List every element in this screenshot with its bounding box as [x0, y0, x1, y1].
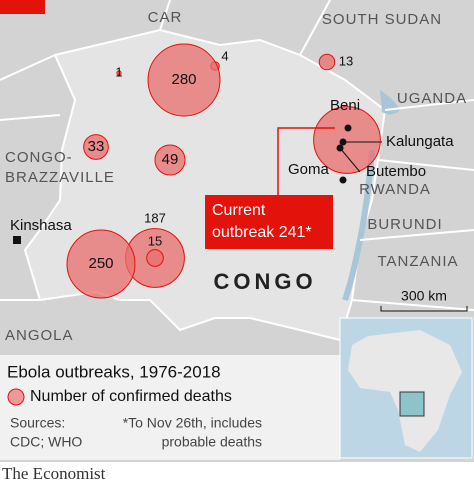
- bubble-label: 187: [144, 210, 166, 225]
- country-label: BRAZZAVILLE: [5, 169, 115, 186]
- brand-bar: [0, 0, 45, 14]
- sources: CDC; WHO: [10, 434, 82, 450]
- note: *To Nov 26th, includes: [123, 415, 262, 431]
- callout-box: [205, 195, 333, 249]
- bubble: [146, 249, 164, 267]
- place-label: Kinshasa: [10, 217, 72, 234]
- capital-marker: [13, 236, 21, 244]
- callout-text: Current: [212, 202, 266, 219]
- bubble: [154, 144, 186, 176]
- country-label: ANGOLA: [5, 327, 74, 344]
- bubble-label: 4: [221, 48, 228, 63]
- inset-africa: [348, 330, 462, 452]
- country-label: BURUNDI: [367, 216, 442, 233]
- bubbles: 1 4 280 13 33 49 187 15 250: [66, 43, 381, 299]
- bubble: [116, 70, 122, 76]
- scale-bar: [380, 306, 468, 312]
- country-label: UGANDA: [397, 90, 467, 107]
- country-label: CONGO: [213, 269, 316, 294]
- country-label: TANZANIA: [377, 253, 458, 270]
- callout-text: outbreak 241*: [212, 224, 312, 241]
- place-dot: [344, 124, 352, 132]
- bubble-label: 33: [88, 138, 105, 155]
- bubble-label: 49: [162, 151, 179, 168]
- place-dot: [339, 176, 347, 184]
- sources: Sources:: [10, 415, 65, 431]
- footer: The Economist: [2, 464, 106, 483]
- country-label: CONGO-: [5, 149, 73, 166]
- place-label: Butembo: [366, 163, 426, 180]
- legend-panel: [0, 355, 340, 460]
- place-label: Beni: [330, 97, 360, 114]
- country-label: CAR: [148, 9, 183, 26]
- bubble-label: 250: [88, 255, 113, 272]
- bubble: [147, 43, 221, 117]
- scale-label: 300 km: [401, 288, 447, 304]
- note: probable deaths: [162, 434, 262, 450]
- border: [0, 0, 474, 311]
- country-label: SOUTH SUDAN: [322, 11, 442, 28]
- bubble-label: 280: [171, 71, 196, 88]
- bubble: [318, 53, 336, 71]
- legend-title: Ebola outbreaks, 1976-2018: [7, 362, 221, 381]
- bubble-label: 1: [115, 64, 122, 79]
- legend-item: Number of confirmed deaths: [30, 388, 232, 405]
- place-label: Goma: [288, 161, 330, 178]
- bubble-label: 15: [148, 233, 162, 248]
- legend-swatch: [7, 388, 25, 406]
- bubble: [313, 106, 381, 174]
- callout-line: [277, 127, 335, 196]
- country-label: RWANDA: [359, 181, 431, 198]
- place-label: Kalungata: [386, 133, 454, 150]
- bubble: [83, 134, 109, 160]
- bubble: [66, 229, 136, 299]
- inset-highlight: [399, 391, 425, 417]
- leader-line: [339, 141, 382, 173]
- bubble-label: 13: [339, 53, 353, 68]
